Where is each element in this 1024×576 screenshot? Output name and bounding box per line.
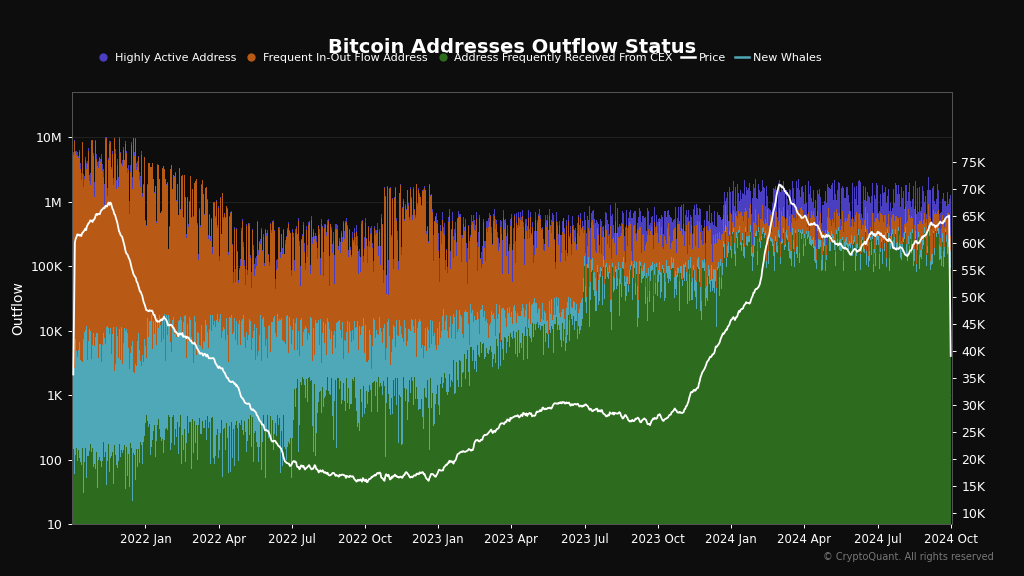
Y-axis label: Outflow: Outflow	[11, 281, 26, 335]
Title: Bitcoin Addresses Outflow Status: Bitcoin Addresses Outflow Status	[328, 38, 696, 57]
Text: © CryptoQuant. All rights reserved: © CryptoQuant. All rights reserved	[822, 552, 993, 562]
Legend: Highly Active Address, Frequent In-Out Flow Address, Address Frequently Received: Highly Active Address, Frequent In-Out F…	[92, 48, 826, 67]
